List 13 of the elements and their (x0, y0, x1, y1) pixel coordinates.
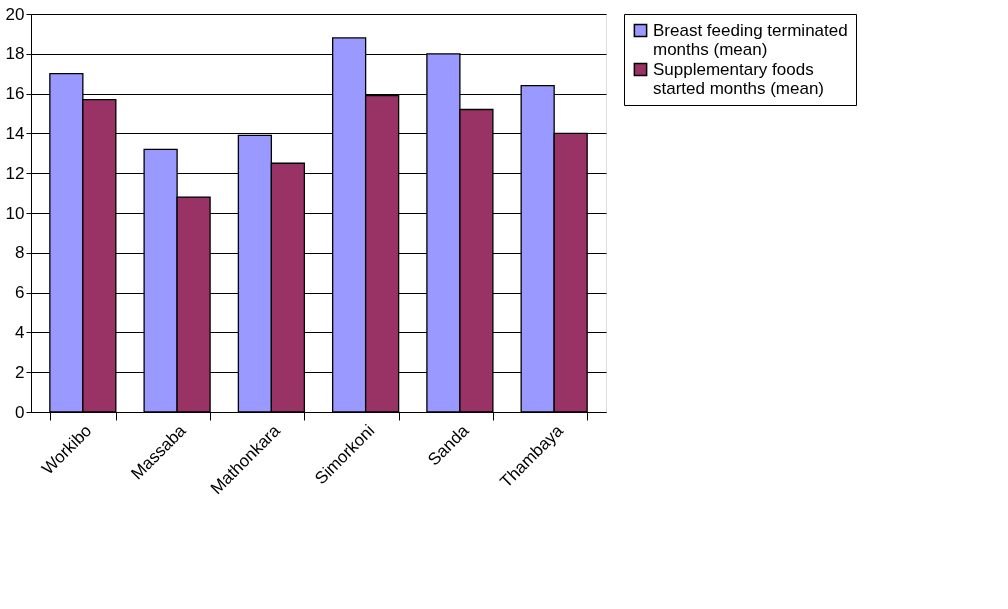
y-tick-label: 2 (15, 362, 25, 382)
y-tick-label: 10 (5, 203, 25, 223)
y-tick-label: 20 (5, 4, 25, 24)
y-tick-label: 12 (5, 163, 25, 183)
y-tick-label: 16 (5, 84, 25, 104)
legend-label: Supplementary foods started months (mean) (653, 59, 825, 98)
y-tick-label: 18 (5, 44, 25, 64)
legend-label: Breast feeding terminated months (mean) (653, 20, 848, 59)
y-tick-label: 6 (15, 283, 25, 303)
y-tick-label: 4 (15, 322, 25, 342)
y-tick-label: 14 (5, 123, 25, 143)
y-tick-label: 0 (15, 402, 25, 422)
y-tick-label: 8 (15, 243, 25, 263)
